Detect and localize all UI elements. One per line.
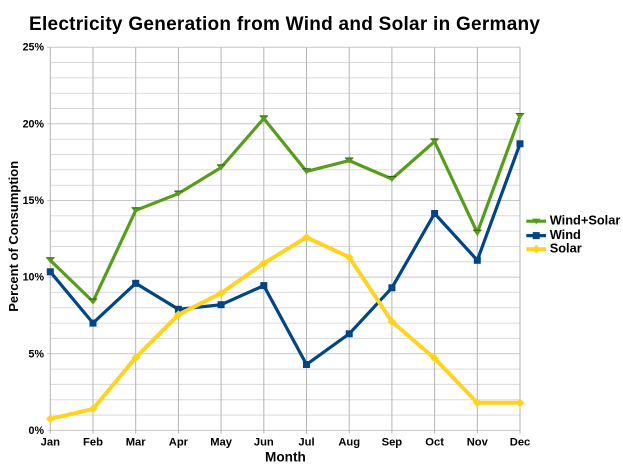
svg-text:20%: 20%	[23, 118, 45, 130]
svg-text:10%: 10%	[23, 272, 45, 284]
svg-text:Dec: Dec	[510, 437, 531, 449]
svg-text:Wind+Solar: Wind+Solar	[550, 213, 621, 228]
svg-text:Feb: Feb	[83, 437, 103, 449]
svg-text:25%: 25%	[23, 42, 45, 54]
svg-text:15%: 15%	[23, 195, 45, 207]
svg-text:Oct: Oct	[425, 437, 444, 449]
svg-text:Solar: Solar	[550, 241, 582, 256]
svg-text:Sep: Sep	[382, 437, 403, 449]
svg-text:Nov: Nov	[467, 437, 489, 449]
svg-text:Month: Month	[265, 450, 306, 465]
svg-text:Percent of Consumption: Percent of Consumption	[6, 161, 21, 312]
svg-text:Wind: Wind	[550, 227, 581, 242]
svg-text:Apr: Apr	[169, 437, 189, 449]
svg-text:Jan: Jan	[41, 437, 60, 449]
svg-text:Electricity Generation from Wi: Electricity Generation from Wind and Sol…	[29, 14, 540, 35]
svg-text:0%: 0%	[29, 425, 45, 437]
svg-text:Jul: Jul	[298, 437, 314, 449]
svg-text:Jun: Jun	[254, 437, 274, 449]
svg-text:Mar: Mar	[126, 437, 147, 449]
svg-text:Aug: Aug	[338, 437, 360, 449]
svg-text:5%: 5%	[29, 348, 45, 360]
svg-text:May: May	[210, 437, 233, 449]
